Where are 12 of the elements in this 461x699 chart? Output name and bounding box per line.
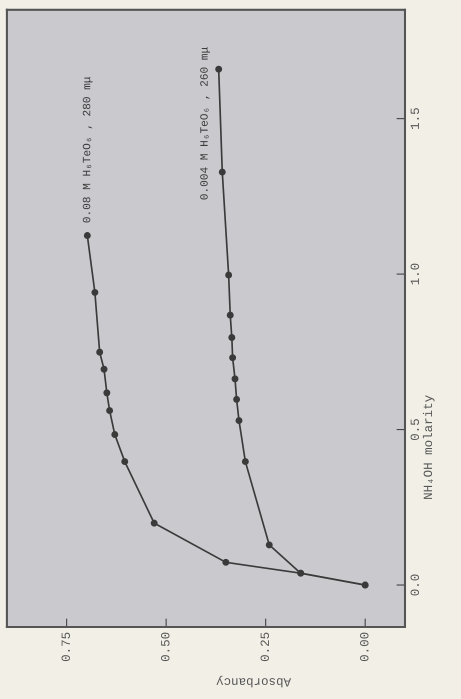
y-tick-label: 0.5 xyxy=(410,419,420,440)
x-tick-label: 0.00 xyxy=(360,632,369,662)
y-tick-label: 1.0 xyxy=(410,264,420,284)
x-tick-label: 0.75 xyxy=(61,632,70,662)
y-tick-label: 0.0 xyxy=(410,574,420,596)
y-axis-title: NH₄OH molarity xyxy=(422,395,435,499)
text: 0.08 M H₆TeO₆ , 280 mμ xyxy=(82,76,93,223)
x-tick-label: 0.25 xyxy=(260,632,270,662)
x-axis-title: Absorbancy xyxy=(216,676,292,688)
x-tick-label: 0.50 xyxy=(161,632,170,662)
y-tick-label: 1.5 xyxy=(410,108,420,129)
text: 0.004 M H₆TeO₆ , 260 mμ xyxy=(200,47,210,200)
